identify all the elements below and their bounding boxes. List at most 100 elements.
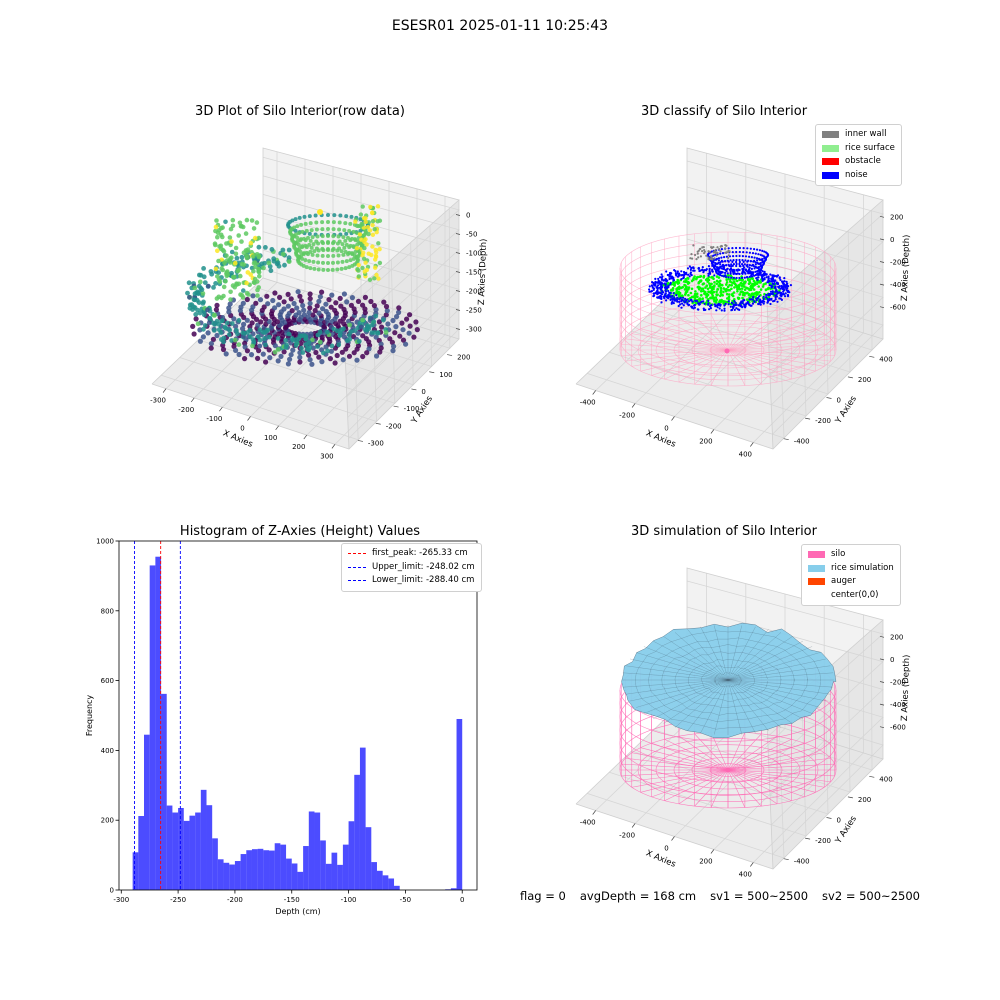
raw-point [297,359,303,365]
raw-point [206,320,212,326]
classify-x-tick [592,390,596,395]
raw-point [293,232,298,237]
raw-point [351,229,356,234]
raw-x-tick [190,397,195,403]
raw-point [336,342,342,348]
raw-point [298,340,304,347]
raw-point [250,343,255,349]
legend-item-first-peak: first_peak: -265.33 cm [348,547,475,561]
raw-point [344,214,349,219]
raw-point [406,330,412,336]
classify-point-rice [732,291,736,294]
raw-y-tick [411,388,417,391]
raw-point [325,348,330,354]
simulation-y-tick [826,817,832,819]
classify-y-tick [805,417,811,420]
raw-point [251,254,256,259]
raw-point [413,319,419,325]
raw-point [228,297,233,302]
raw-point [236,267,242,273]
simulation-y-tick-label: -400 [794,858,810,866]
raw-point [229,338,235,343]
raw-point [277,294,283,300]
raw-point [370,219,376,224]
simulation-x-tick-label: -200 [619,832,635,840]
raw-point [372,276,377,281]
raw-point [344,242,349,247]
raw-point [286,259,292,264]
raw-point [313,349,319,356]
raw-point [224,253,229,258]
raw-point [367,228,373,233]
raw-point [393,324,399,330]
raw-point [310,337,315,343]
raw-point [301,307,307,313]
raw-point [244,348,250,354]
raw-y-tick [393,405,399,408]
raw-x-tick [275,425,279,430]
classify-point-rice [687,293,690,297]
classify-y-tick-label: -400 [794,438,810,446]
classify-point-rice [736,290,739,293]
raw-point [257,297,264,303]
raw-point [365,225,371,230]
classify-plot-title: 3D classify of Silo Interior [640,104,808,119]
raw-point [396,305,402,311]
raw-point [315,253,320,258]
raw-point [368,298,374,305]
simulation-y-tick [805,837,811,840]
raw-point [338,213,343,218]
raw-point [227,301,233,307]
classify-z-tick [879,306,885,309]
raw-point [249,218,255,223]
raw-z-tick [455,233,461,235]
raw-point [321,241,325,246]
legend-item-auger: auger [808,575,894,589]
legend-item-upper-limit: Upper_limit: -248.02 cm [348,561,475,575]
raw-point [339,249,344,254]
legend-item-obstacle: obstacle [822,155,895,169]
raw-point [308,238,313,243]
classify-x-tick-label: 0 [664,425,668,433]
raw-point [275,260,281,266]
raw-point [227,235,233,240]
raw-point [272,343,278,349]
raw-point [348,302,354,308]
classify-z-tick-label: -600 [890,304,906,312]
raw-point [304,250,309,255]
raw-z-tick-label: -250 [466,307,482,315]
raw-point [195,289,200,295]
raw-point [209,271,215,277]
raw-point [244,249,250,254]
raw-point [263,245,268,250]
raw-point [236,351,242,358]
raw-point [303,342,309,347]
raw-point [363,260,368,265]
raw-point [321,324,327,330]
raw-point [336,234,341,239]
raw-point [361,256,367,261]
raw-point [414,327,420,333]
raw-point [335,241,340,246]
simulation-y-tick-label: 200 [858,796,871,804]
raw-point [326,297,332,303]
raw-point [206,283,211,289]
classify-y-tick-label: 400 [879,355,892,363]
raw-point [350,263,355,268]
classify-point-rice [715,275,719,278]
raw-point [362,245,367,251]
raw-point [216,327,222,333]
raw-point [216,270,222,275]
raw-point [256,285,262,290]
raw-point [331,253,336,258]
raw-point [234,255,240,261]
raw-point [200,301,206,306]
raw-point [340,357,346,363]
raw-point [257,274,262,279]
raw-point [383,303,390,310]
classify-base-ring [655,325,801,375]
simulation-x-tick-label: 0 [664,845,668,853]
raw-point [363,219,368,225]
